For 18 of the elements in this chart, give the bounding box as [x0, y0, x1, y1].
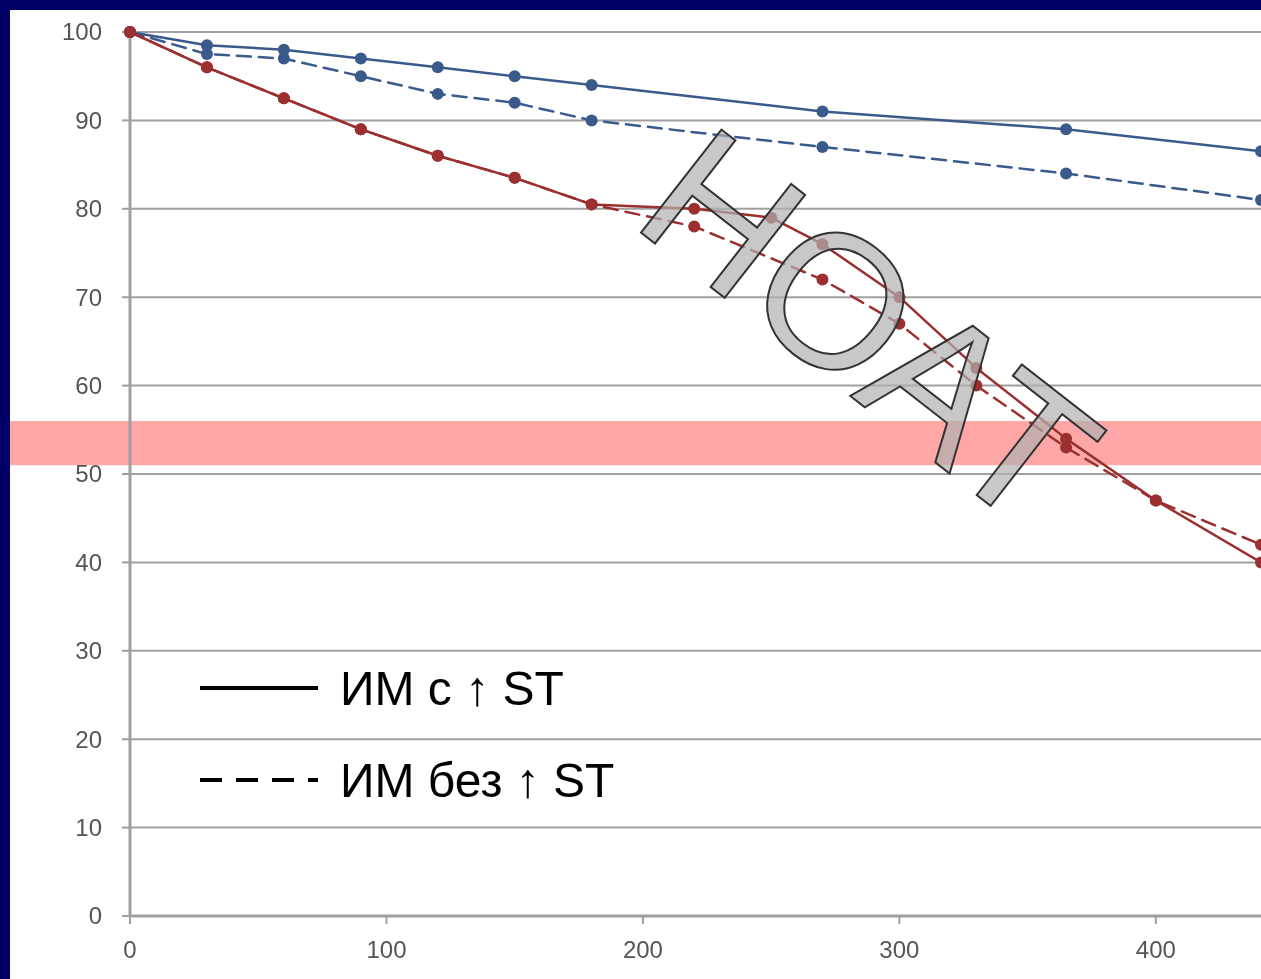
x-tick-label: 300 — [879, 936, 920, 963]
y-tick-label: 0 — [88, 902, 102, 930]
y-tick-label: 90 — [75, 106, 102, 134]
y-tick-label: 60 — [75, 372, 102, 399]
annotation: ИМ без ↑ ST — [340, 753, 615, 807]
y-tick-label: 100 — [61, 18, 102, 46]
x-tick-label: 400 — [1135, 936, 1176, 963]
y-tick-label: 30 — [75, 637, 102, 665]
x-tick-label: 200 — [622, 936, 663, 963]
y-tick-label: 40 — [75, 548, 102, 576]
y-tick-label: 70 — [75, 283, 102, 311]
y-tick-label: 10 — [75, 814, 102, 841]
y-tick-label: 50 — [75, 460, 102, 488]
annotation: ИМ с ↑ ST — [340, 661, 564, 715]
y-tick-label: 20 — [75, 725, 102, 753]
x-tick-label: 0 — [123, 936, 137, 963]
y-tick-label: 80 — [75, 195, 102, 223]
x-tick-label: 100 — [366, 936, 407, 963]
